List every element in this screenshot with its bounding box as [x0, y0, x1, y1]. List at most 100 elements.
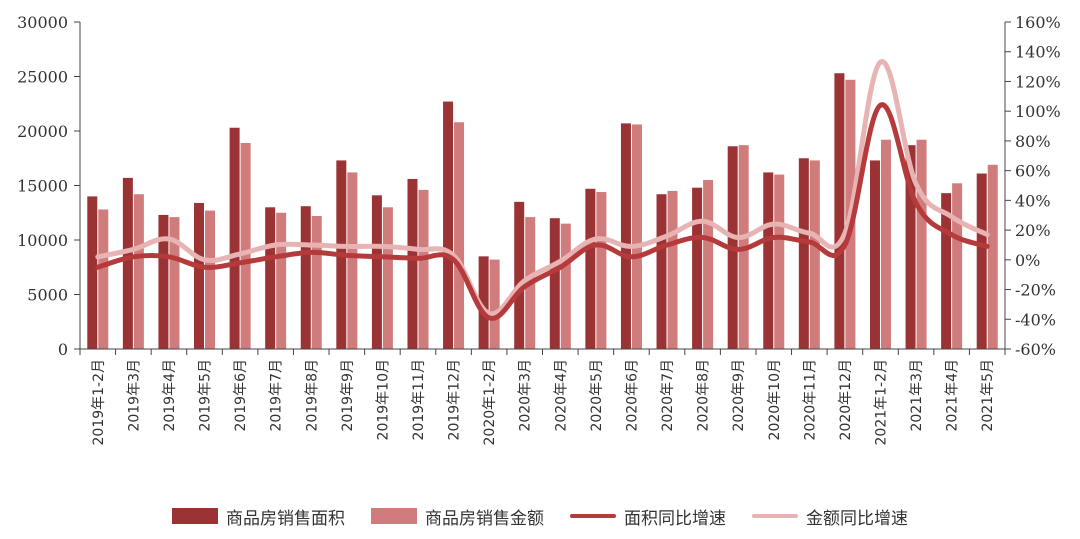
right-tick-label: 120% — [1015, 72, 1061, 91]
right-axis-ticks: -60% -40% -20% 0% 20% 40% 60% 80% 100% 120% 140% 16… — [1005, 13, 1061, 359]
left-tick-label: 10000 — [17, 231, 68, 250]
x-tick-label: 2020年11月 — [802, 359, 818, 440]
legend-swatch-amount-growth — [752, 514, 798, 518]
bar-amount-17 — [703, 180, 714, 349]
x-tick-label: 2019年5月 — [198, 359, 214, 432]
left-tick-label: 0 — [58, 340, 68, 359]
bar-amount-0 — [98, 209, 109, 349]
bar-amount-24 — [952, 183, 963, 349]
x-tick-label: 2020年4月 — [553, 359, 569, 432]
bar-area-12 — [514, 201, 525, 349]
x-tick-label: 2019年12月 — [447, 359, 463, 440]
legend-swatch-area — [172, 508, 218, 524]
right-tick-label: 100% — [1015, 102, 1061, 121]
x-tick-label: 2020年10月 — [767, 359, 783, 440]
right-tick-label: -60% — [1015, 340, 1056, 359]
right-tick-label: 20% — [1015, 221, 1051, 240]
bar-area-8 — [371, 195, 382, 349]
legend-swatch-amount — [371, 508, 417, 524]
x-tick-label: 2019年10月 — [375, 359, 391, 440]
line-area-growth — [95, 102, 990, 321]
bar-amount-2 — [169, 217, 180, 349]
bars-area — [87, 73, 998, 350]
right-tick-label: 160% — [1015, 13, 1061, 32]
legend-label-amount: 商品房销售金额 — [425, 508, 544, 529]
bar-area-1 — [122, 177, 133, 349]
bar-amount-15 — [631, 124, 642, 350]
right-tick-label: 80% — [1015, 132, 1051, 151]
bar-area-13 — [549, 218, 560, 349]
x-tick-label: 2020年5月 — [589, 359, 605, 432]
bar-amount-25 — [987, 164, 998, 349]
x-tick-label: 2019年6月 — [233, 359, 249, 432]
legend-label-area: 商品房销售面积 — [226, 508, 345, 529]
bar-amount-11 — [489, 259, 500, 349]
bar-amount-9 — [418, 189, 429, 349]
bar-amount-3 — [205, 210, 216, 349]
axes — [79, 22, 1006, 355]
bar-area-11 — [478, 256, 489, 349]
bar-area-4 — [229, 127, 240, 349]
x-tick-label: 2020年6月 — [624, 359, 640, 432]
left-tick-label: 25000 — [17, 68, 68, 87]
right-tick-label: 60% — [1015, 162, 1051, 181]
bar-amount-20 — [809, 160, 820, 349]
legend-item-area: 商品房销售面积 — [172, 504, 345, 529]
x-tick-label: 2019年8月 — [304, 359, 320, 432]
bar-area-15 — [620, 123, 631, 350]
bar-area-19 — [763, 172, 774, 349]
bar-amount-5 — [276, 212, 287, 349]
left-tick-label: 30000 — [17, 13, 68, 32]
legend-item-amount-growth: 金额同比增速 — [752, 504, 908, 529]
bar-amount-1 — [133, 194, 144, 349]
bar-area-6 — [300, 206, 311, 349]
bar-amount-6 — [311, 216, 322, 349]
x-tick-label: 2019年9月 — [340, 359, 356, 432]
x-tick-label: 2020年1-2月 — [482, 359, 498, 446]
x-tick-label: 2021年5月 — [980, 359, 996, 432]
x-tick-label: 2021年1-2月 — [874, 359, 890, 446]
x-tick-label: 2019年11月 — [411, 359, 427, 440]
bar-amount-16 — [667, 190, 678, 349]
right-tick-label: 0% — [1015, 251, 1040, 270]
bar-amount-8 — [382, 207, 393, 349]
x-tick-label: 2019年7月 — [269, 359, 285, 432]
bar-area-25 — [976, 173, 987, 349]
right-tick-label: -40% — [1015, 310, 1056, 329]
right-tick-label: 140% — [1015, 43, 1061, 62]
bar-amount-22 — [880, 139, 891, 349]
right-tick-label: 40% — [1015, 191, 1051, 210]
bar-amount-4 — [240, 142, 251, 349]
bar-amount-23 — [916, 139, 927, 349]
line-series — [95, 59, 990, 321]
bar-area-0 — [87, 196, 98, 349]
bar-area-14 — [585, 188, 596, 349]
bar-area-17 — [692, 187, 703, 349]
x-tick-label: 2021年4月 — [945, 359, 961, 432]
left-tick-label: 15000 — [17, 177, 68, 196]
bar-area-23 — [905, 145, 916, 349]
x-axis-labels: 2019年1-2月 2019年3月 2019年4月 2019年5月 2019年6月 201… — [91, 359, 996, 446]
legend-item-amount: 商品房销售金额 — [371, 504, 544, 529]
bar-amount-13 — [560, 223, 571, 349]
x-tick-label: 2021年3月 — [909, 359, 925, 432]
legend-label-amount-growth: 金额同比增速 — [806, 508, 908, 529]
left-axis-ticks: 0 5000 10000 15000 20000 25000 30000 — [17, 13, 80, 359]
bar-amount-14 — [596, 192, 607, 349]
left-tick-label: 5000 — [27, 286, 68, 305]
bar-area-10 — [443, 101, 454, 349]
legend-item-area-growth: 面积同比增速 — [570, 504, 726, 529]
legend: 商品房销售面积 商品房销售金额 面积同比增速 金额同比增速 — [0, 500, 1080, 532]
bar-amount-7 — [347, 172, 358, 349]
x-tick-label: 2019年3月 — [126, 359, 142, 432]
bar-area-16 — [656, 194, 667, 349]
x-tick-label: 2020年3月 — [518, 359, 534, 432]
x-tick-label: 2019年4月 — [162, 359, 178, 432]
legend-label-area-growth: 面积同比增速 — [624, 508, 726, 529]
right-tick-label: -20% — [1015, 281, 1056, 300]
bar-area-9 — [407, 178, 418, 349]
bar-area-2 — [158, 214, 169, 349]
bar-area-5 — [265, 207, 276, 349]
x-tick-label: 2020年8月 — [696, 359, 712, 432]
